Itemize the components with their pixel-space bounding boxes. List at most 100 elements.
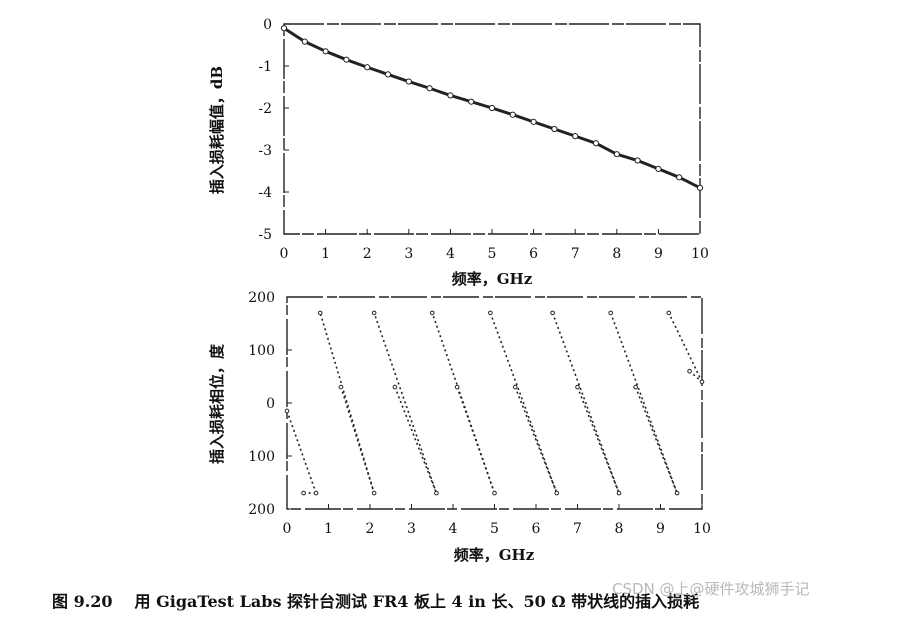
phase-data-point xyxy=(392,384,398,390)
phase-data-point xyxy=(674,490,680,496)
phase-wrap-segment xyxy=(394,386,438,494)
magnitude-data-point xyxy=(634,157,641,164)
magnitude-data-point xyxy=(301,38,308,45)
phase-data-point xyxy=(699,379,705,385)
figure-canvas: 0-1-2-3-4-5 0 1 2 3 4 5 6 7 8 9 10 插入损耗幅值，dB 频率，GH… xyxy=(208,17,711,564)
phase-y-tick-label: 200 xyxy=(248,290,275,306)
magnitude-data-point xyxy=(509,111,516,118)
magnitude-x-tick-label: 7 xyxy=(571,246,580,262)
phase-data-point xyxy=(616,490,622,496)
phase-data-point xyxy=(454,384,460,390)
phase-y-tick-labels: 200 100 0 100 200 xyxy=(248,290,292,518)
magnitude-x-tick-labels: 0 1 2 3 4 5 6 7 8 9 10 xyxy=(280,229,709,262)
magnitude-x-axis-label: 频率，GHz xyxy=(452,270,533,288)
phase-wrap-segment xyxy=(668,312,703,383)
phase-x-tick-label: 6 xyxy=(532,521,541,537)
phase-data-point xyxy=(284,408,290,414)
phase-wrap-segment xyxy=(609,312,678,494)
magnitude-data-point xyxy=(384,71,392,78)
magnitude-y-axis-label: 插入损耗幅值，dB xyxy=(208,66,226,194)
figure-caption: 图 9.20 用 GigaTest Labs 探针台测试 FR4 板上 4 in … xyxy=(52,588,699,612)
magnitude-data-point xyxy=(468,98,475,105)
magnitude-data-point xyxy=(676,174,683,181)
magnitude-data-point xyxy=(405,78,412,85)
phase-x-tick-label: 3 xyxy=(407,521,416,537)
phase-x-tick-label: 8 xyxy=(615,521,624,537)
magnitude-data-point xyxy=(613,151,620,158)
phase-x-tick-label: 1 xyxy=(324,521,333,537)
phase-wrap-segment xyxy=(431,312,496,494)
phase-y-tick-label: 200 xyxy=(248,502,275,518)
phase-x-tick-label: 4 xyxy=(449,521,458,537)
magnitude-data-point xyxy=(322,48,329,55)
phase-data-point xyxy=(550,310,555,316)
magnitude-data-point xyxy=(364,64,371,71)
magnitude-x-tick-label: 4 xyxy=(446,246,455,262)
magnitude-x-tick-label: 0 xyxy=(280,246,289,262)
magnitude-data-point xyxy=(488,104,496,112)
magnitude-y-tick-label: 0 xyxy=(263,17,272,33)
magnitude-y-tick-labels: 0 -1 -2 -3 -4 -5 xyxy=(258,17,289,243)
phase-wrap-segment xyxy=(340,386,375,494)
phase-y-tick-label: 100 xyxy=(248,343,275,359)
phase-data-point xyxy=(575,384,580,390)
phase-data-point xyxy=(666,310,672,316)
phase-data-point xyxy=(338,384,344,390)
magnitude-data-point xyxy=(696,184,704,191)
phase-data-point xyxy=(434,490,439,496)
phase-chart: 200 100 0 100 200 0 1 2 3 4 5 6 7 8 9 10 插入损耗相位，度 频率，G… xyxy=(208,290,711,564)
phase-x-tick-labels: 0 1 2 3 4 5 6 7 8 9 10 xyxy=(283,504,711,537)
magnitude-x-tick-label: 10 xyxy=(691,246,709,262)
magnitude-chart: 0 -1 -2 -3 -4 -5 0 1 2 3 4 5 6 7 8 9 10 插入损耗幅值，dB 频率，GH… xyxy=(208,17,709,288)
magnitude-data-point xyxy=(655,165,662,172)
phase-data-point xyxy=(492,490,497,496)
phase-y-axis-label: 插入损耗相位，度 xyxy=(208,343,226,464)
phase-wrap-segment xyxy=(373,312,438,494)
phase-y-tick-label: 100 xyxy=(248,449,275,465)
magnitude-x-tick-label: 5 xyxy=(488,246,497,262)
phase-x-tick-label: 2 xyxy=(366,521,375,537)
phase-x-axis-label: 频率，GHz xyxy=(454,546,535,564)
phase-wrap-segment xyxy=(514,386,558,494)
phase-x-tick-label: 9 xyxy=(656,521,665,537)
magnitude-data-point xyxy=(592,140,600,147)
phase-x-tick-label: 5 xyxy=(490,521,499,537)
phase-data-point xyxy=(633,384,638,390)
magnitude-data-point xyxy=(426,85,433,92)
magnitude-series xyxy=(280,25,704,191)
magnitude-x-tick-label: 8 xyxy=(612,246,621,262)
phase-wrap-segment xyxy=(489,312,558,494)
magnitude-plot-frame xyxy=(283,23,701,235)
magnitude-data-point xyxy=(447,92,454,99)
magnitude-data-point xyxy=(551,125,558,133)
phase-wrap-segment xyxy=(551,312,620,494)
phase-plot-frame xyxy=(286,296,703,510)
phase-x-tick-label: 7 xyxy=(573,521,582,537)
figure-caption-text: 用 GigaTest Labs 探针台测试 FR4 板上 4 in 长、50 Ω… xyxy=(134,592,700,611)
phase-data-point xyxy=(317,310,323,316)
watermark: CSDN @上@硬件攻城狮手记 xyxy=(612,580,810,598)
magnitude-x-tick-label: 2 xyxy=(363,246,372,262)
phase-data-point xyxy=(608,310,614,316)
phase-y-tick-label: 0 xyxy=(266,396,275,412)
phase-series xyxy=(284,310,705,496)
magnitude-data-point xyxy=(572,133,579,140)
phase-wrap-segment xyxy=(319,312,375,494)
phase-data-point xyxy=(512,384,518,390)
phase-wrap-segment xyxy=(456,386,496,494)
phase-wrap-segment xyxy=(286,410,317,494)
magnitude-data-point xyxy=(280,25,288,32)
phase-data-point xyxy=(488,310,493,316)
magnitude-y-tick-label: -4 xyxy=(258,185,272,201)
phase-data-point xyxy=(371,310,377,316)
magnitude-data-point xyxy=(343,56,350,63)
phase-data-point xyxy=(554,490,560,496)
magnitude-y-tick-label: -1 xyxy=(258,59,272,75)
phase-data-point xyxy=(301,490,306,496)
magnitude-y-tick-label: -3 xyxy=(258,143,272,159)
phase-data-point xyxy=(429,310,435,316)
magnitude-x-tick-label: 6 xyxy=(529,246,538,262)
magnitude-x-tick-label: 1 xyxy=(321,246,330,262)
magnitude-data-point xyxy=(530,118,537,125)
